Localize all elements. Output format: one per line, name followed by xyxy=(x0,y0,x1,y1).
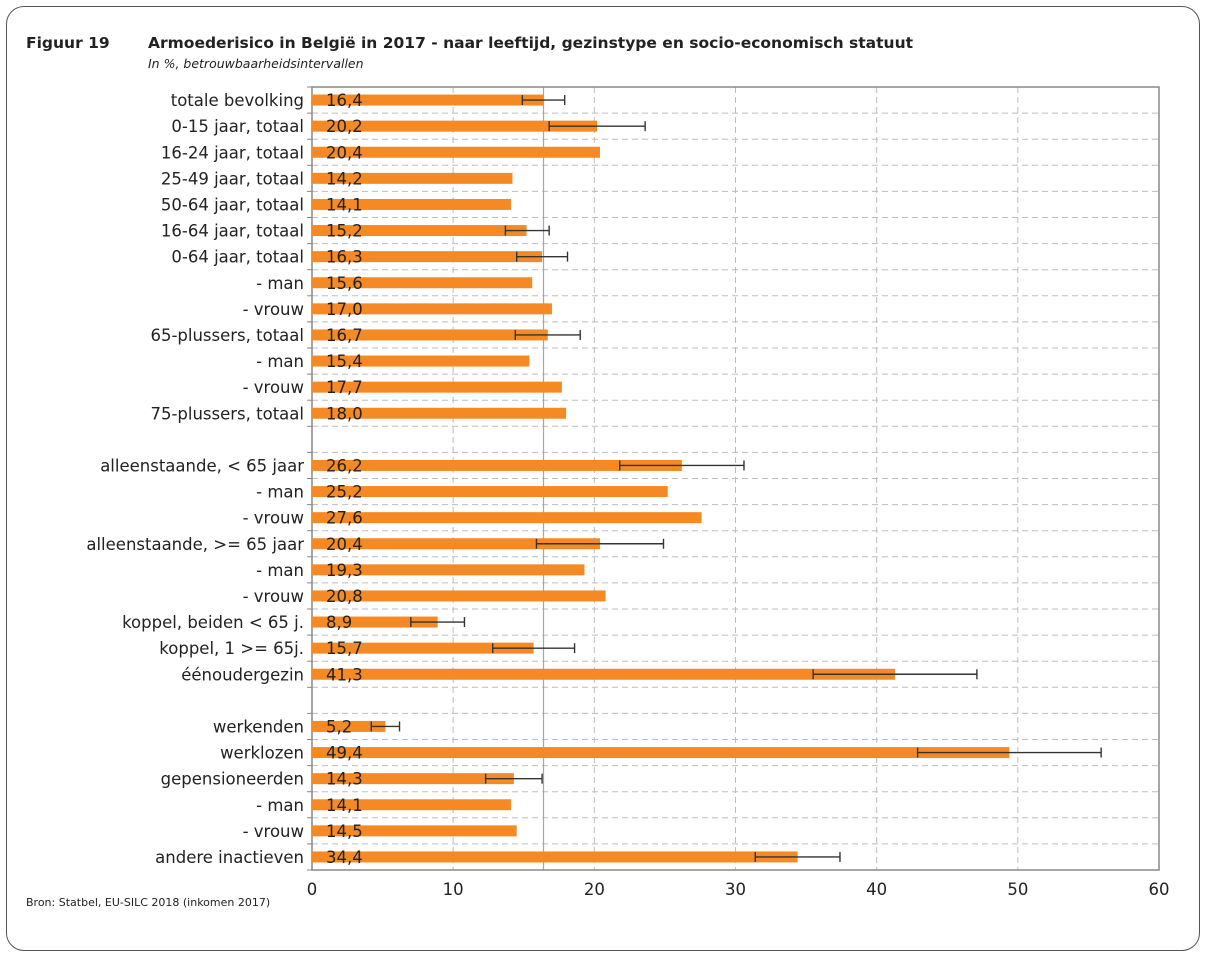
bar xyxy=(312,172,513,184)
data-label: 14,5 xyxy=(326,822,363,841)
source-note: Bron: Statbel, EU-SILC 2018 (inkomen 201… xyxy=(26,896,271,909)
data-label: 20,4 xyxy=(326,535,363,554)
category-label: 16-24 jaar, totaal xyxy=(161,143,304,162)
category-label: - man xyxy=(256,274,304,293)
x-tick-label: 60 xyxy=(1149,880,1170,899)
bar xyxy=(312,94,544,106)
category-label: - vrouw xyxy=(243,300,304,319)
figure-label: Figuur 19 xyxy=(26,34,110,52)
figure-subtitle: In %, betrouwbaarheidsintervallen xyxy=(148,56,364,71)
data-label: 41,3 xyxy=(326,665,363,684)
bar xyxy=(312,720,386,732)
x-tick-label: 40 xyxy=(866,880,887,899)
bar xyxy=(312,538,600,550)
data-label: 16,3 xyxy=(326,248,363,267)
bar xyxy=(312,277,533,289)
bar xyxy=(312,773,514,785)
category-label: 0-15 jaar, totaal xyxy=(171,117,304,136)
category-label: totale bevolking xyxy=(171,91,304,110)
bar xyxy=(312,225,527,237)
data-label: 20,2 xyxy=(326,117,363,136)
x-tick-label: 10 xyxy=(443,880,464,899)
figure-title: Armoederisico in België in 2017 - naar l… xyxy=(148,34,914,52)
category-label: 16-64 jaar, totaal xyxy=(161,222,304,241)
bar xyxy=(312,459,682,471)
data-label: 14,1 xyxy=(326,796,363,815)
category-label: koppel, beiden < 65 j. xyxy=(122,613,304,632)
x-tick-label: 50 xyxy=(1007,880,1028,899)
category-label: gepensioneerden xyxy=(161,770,304,789)
category-label: - vrouw xyxy=(243,822,304,841)
bar xyxy=(312,381,562,393)
bar xyxy=(312,590,606,602)
data-label: 49,4 xyxy=(326,744,363,763)
bar xyxy=(312,407,567,419)
data-label: 14,1 xyxy=(326,195,363,214)
data-label: 20,4 xyxy=(326,143,363,162)
category-label: - man xyxy=(256,796,304,815)
x-tick-label: 20 xyxy=(584,880,605,899)
x-tick-label: 0 xyxy=(307,880,318,899)
bar xyxy=(312,146,600,158)
category-label: werklozen xyxy=(220,744,304,763)
category-label: alleenstaande, < 65 jaar xyxy=(100,456,304,475)
bar xyxy=(312,251,543,263)
category-label: 65-plussers, totaal xyxy=(150,326,304,345)
bar xyxy=(312,329,548,341)
bar xyxy=(312,799,512,811)
bar xyxy=(312,825,517,837)
bar xyxy=(312,120,598,132)
data-label: 26,2 xyxy=(326,456,363,475)
category-label: 0-64 jaar, totaal xyxy=(171,248,304,267)
data-label: 16,4 xyxy=(326,91,363,110)
category-label: - vrouw xyxy=(243,378,304,397)
category-label: 75-plussers, totaal xyxy=(150,404,304,423)
category-label: - man xyxy=(256,483,304,502)
data-label: 20,8 xyxy=(326,587,363,606)
data-label: 14,3 xyxy=(326,770,363,789)
category-label: - vrouw xyxy=(243,587,304,606)
data-label: 17,0 xyxy=(326,300,363,319)
bar xyxy=(312,616,438,628)
category-label: - man xyxy=(256,561,304,580)
data-label: 34,4 xyxy=(326,848,363,867)
x-tick-label: 30 xyxy=(725,880,746,899)
category-label: éénoudergezin xyxy=(181,665,304,684)
data-label: 15,6 xyxy=(326,274,363,293)
data-label: 25,2 xyxy=(326,483,363,502)
bar xyxy=(312,642,534,654)
data-label: 15,4 xyxy=(326,352,363,371)
bar xyxy=(312,303,552,315)
data-label: 8,9 xyxy=(326,613,352,632)
category-label: andere inactieven xyxy=(155,848,304,867)
category-label: 25-49 jaar, totaal xyxy=(161,169,304,188)
data-label: 15,7 xyxy=(326,639,363,658)
bar xyxy=(312,512,702,524)
category-label: koppel, 1 >= 65j. xyxy=(159,639,304,658)
bar xyxy=(312,198,512,210)
category-label: werkenden xyxy=(213,717,304,736)
data-label: 17,7 xyxy=(326,378,363,397)
data-label: 27,6 xyxy=(326,509,363,528)
bar xyxy=(312,564,585,576)
category-label: alleenstaande, >= 65 jaar xyxy=(86,535,304,554)
bar xyxy=(312,355,530,367)
bar xyxy=(312,851,798,863)
bar xyxy=(312,747,1010,759)
category-label: - vrouw xyxy=(243,509,304,528)
bar xyxy=(312,668,896,680)
category-label: 50-64 jaar, totaal xyxy=(161,195,304,214)
data-label: 16,7 xyxy=(326,326,363,345)
data-label: 15,2 xyxy=(326,222,363,241)
data-label: 19,3 xyxy=(326,561,363,580)
data-label: 5,2 xyxy=(326,717,352,736)
bar xyxy=(312,486,668,498)
data-label: 14,2 xyxy=(326,169,363,188)
category-label: - man xyxy=(256,352,304,371)
data-label: 18,0 xyxy=(326,404,363,423)
